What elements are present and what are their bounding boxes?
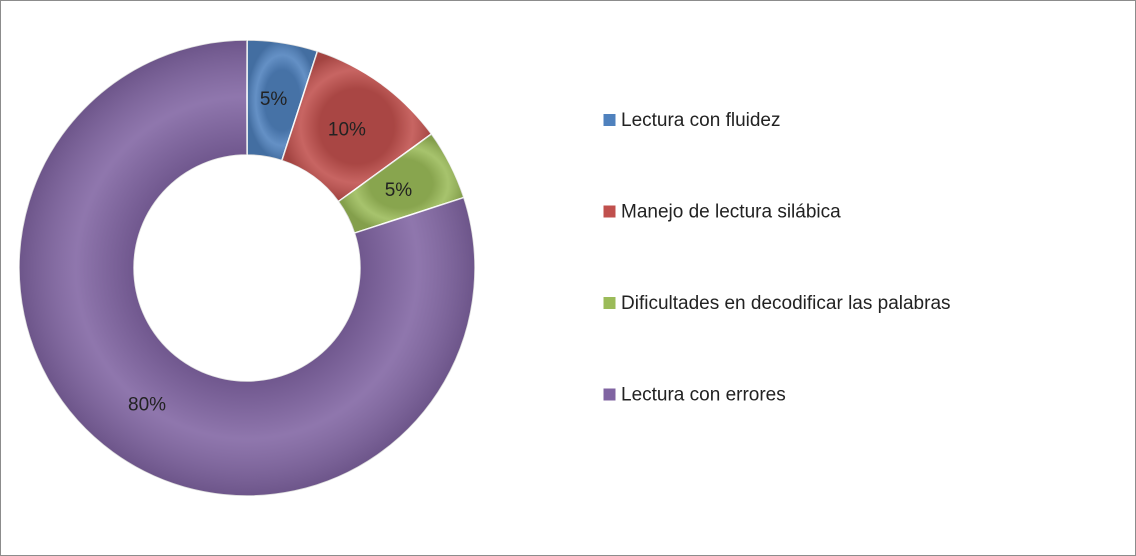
- data-label: 5%: [260, 89, 288, 110]
- legend-swatch: [602, 204, 617, 219]
- data-label: 5%: [385, 180, 413, 201]
- legend-label: Lectura con fluidez: [621, 110, 781, 131]
- legend-label: Dificultades en decodificar las palabras: [621, 293, 951, 314]
- data-label: 10%: [328, 119, 366, 140]
- legend-swatch: [602, 296, 617, 310]
- legend-swatch: [602, 113, 617, 127]
- data-label: 80%: [128, 395, 166, 416]
- legend-swatch: [602, 387, 617, 402]
- legend-label: Manejo de lectura silábica: [621, 202, 841, 223]
- legend-label: Lectura con errores: [621, 385, 786, 406]
